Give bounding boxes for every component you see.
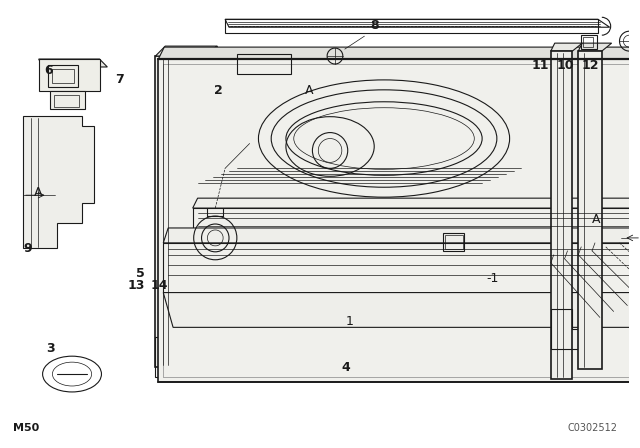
Text: 2: 2 (214, 84, 222, 97)
Text: 1: 1 (346, 315, 353, 328)
Text: 11: 11 (531, 59, 549, 72)
Text: A: A (591, 213, 600, 226)
Polygon shape (158, 47, 640, 59)
Text: 10: 10 (557, 59, 574, 72)
Bar (443, 233, 465, 251)
Text: A: A (305, 84, 314, 97)
Text: 7: 7 (115, 73, 124, 86)
Polygon shape (38, 59, 108, 67)
Bar (445, 235, 463, 249)
Text: 6: 6 (44, 64, 52, 77)
Text: 12: 12 (582, 59, 599, 72)
Bar (581, 35, 597, 49)
Polygon shape (551, 43, 582, 51)
Polygon shape (51, 91, 84, 109)
Bar (163, 64, 640, 377)
Polygon shape (38, 59, 99, 91)
Bar (583, 37, 593, 47)
Bar (237, 54, 291, 74)
Text: 4: 4 (341, 361, 350, 374)
Polygon shape (163, 293, 640, 327)
Polygon shape (202, 46, 217, 367)
Polygon shape (551, 51, 572, 379)
Text: -1: -1 (487, 272, 499, 285)
Text: 5: 5 (136, 267, 145, 280)
Polygon shape (23, 116, 93, 248)
Polygon shape (156, 46, 217, 56)
Text: M50: M50 (13, 423, 40, 433)
Text: 9: 9 (24, 242, 32, 255)
Bar (52, 69, 74, 83)
Bar (158, 59, 640, 382)
Polygon shape (579, 43, 612, 51)
Bar (54, 95, 79, 107)
Polygon shape (156, 56, 202, 367)
Polygon shape (163, 228, 640, 243)
Text: 8: 8 (371, 19, 380, 32)
Polygon shape (193, 198, 640, 208)
Polygon shape (579, 51, 602, 369)
Text: 14: 14 (151, 279, 168, 292)
Bar (49, 65, 78, 87)
Text: 13: 13 (128, 279, 145, 292)
Text: A: A (34, 186, 42, 199)
Text: 3: 3 (46, 342, 54, 355)
Text: C0302512: C0302512 (568, 423, 618, 433)
